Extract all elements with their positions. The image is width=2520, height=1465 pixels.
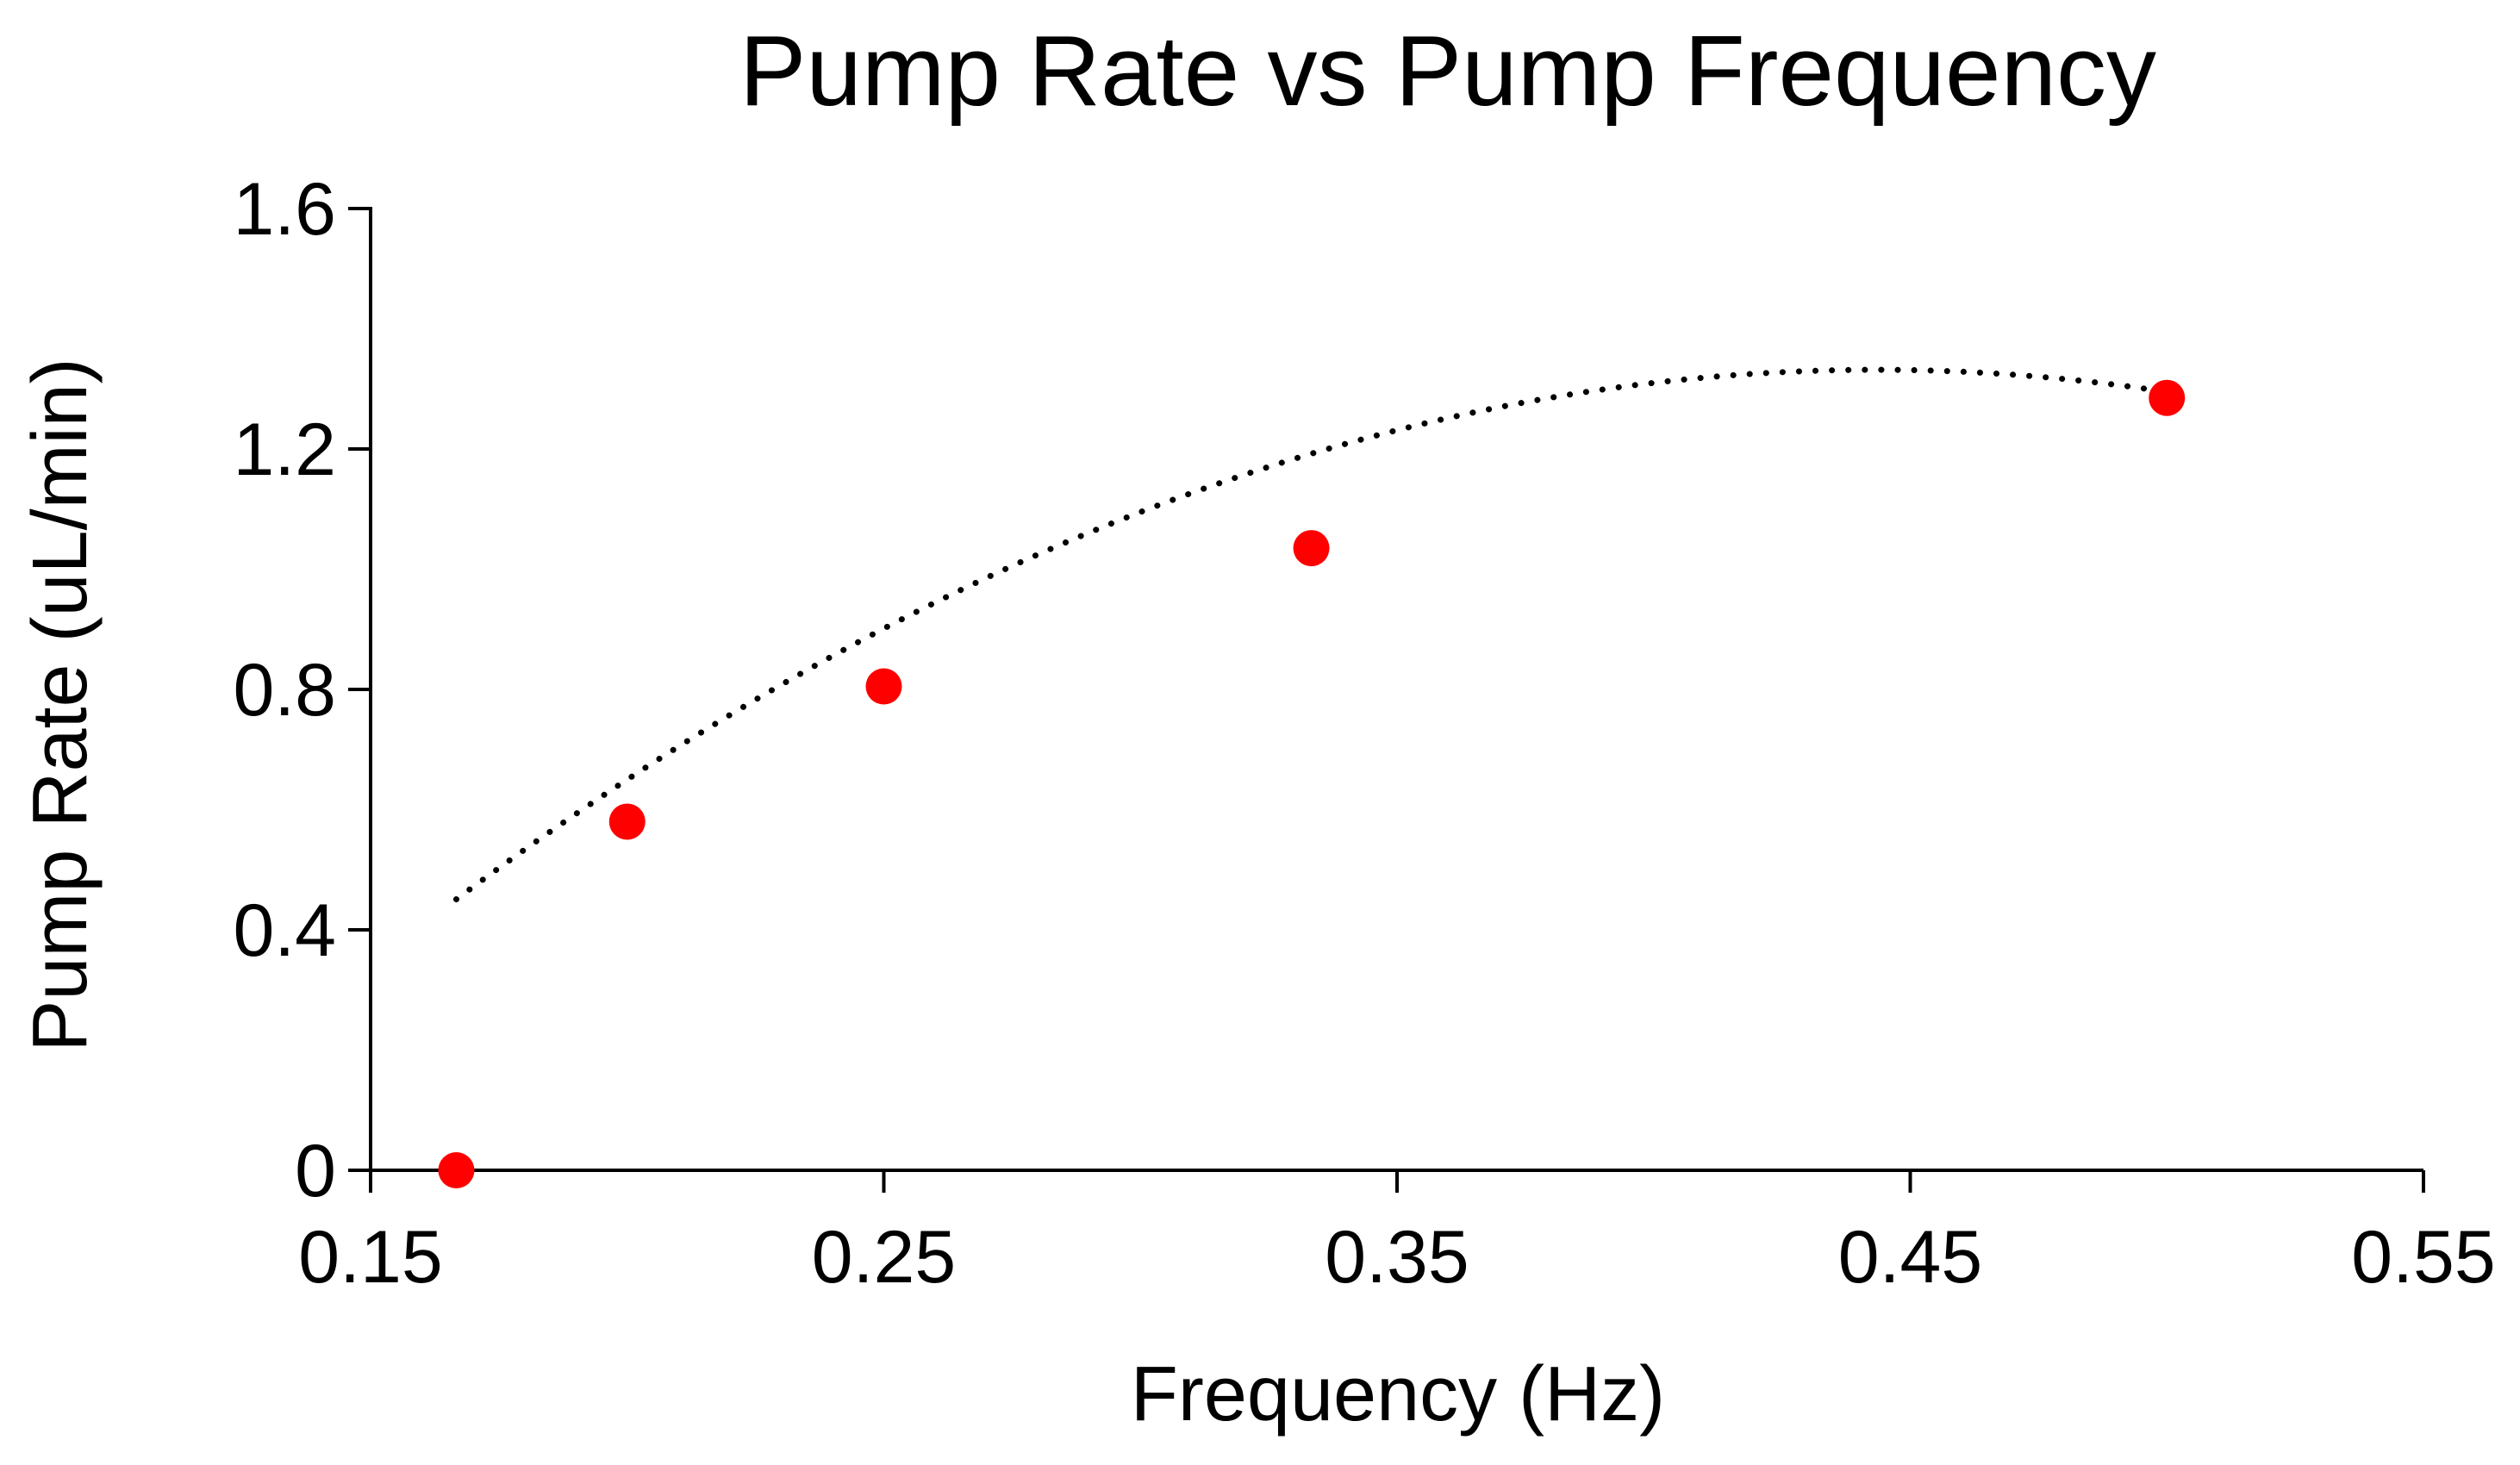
x-axis-label: Frequency (Hz) [1131, 1351, 1665, 1437]
plot-area: 0 0.4 0.8 1.2 1.6 0.15 0.25 0.35 0.45 0.55 [233, 168, 2495, 1299]
data-points [438, 379, 2186, 1188]
data-point [2149, 379, 2186, 416]
data-point [1293, 530, 1330, 567]
x-tick-label: 0.55 [2351, 1216, 2495, 1299]
y-tick-label: 0 [295, 1130, 336, 1213]
y-tick-label: 0.4 [233, 889, 336, 972]
data-point [438, 1152, 475, 1188]
y-tick-label: 1.6 [233, 168, 336, 251]
y-tick-label: 1.2 [233, 408, 336, 491]
data-point [608, 803, 646, 840]
x-tick-label: 0.15 [298, 1216, 442, 1299]
x-tick-label: 0.45 [1838, 1216, 1982, 1299]
x-tick-label: 0.35 [1325, 1216, 1469, 1299]
y-axis-label: Pump Rate (uL/min) [17, 358, 103, 1051]
y-ticks: 0 0.4 0.8 1.2 1.6 [233, 168, 371, 1213]
y-tick-label: 0.8 [233, 649, 336, 732]
chart-title: Pump Rate vs Pump Frequency [739, 15, 2156, 127]
data-point [865, 668, 902, 705]
trendline [452, 366, 2170, 903]
x-ticks: 0.15 0.25 0.35 0.45 0.55 [298, 1170, 2496, 1299]
x-tick-label: 0.25 [812, 1216, 956, 1299]
